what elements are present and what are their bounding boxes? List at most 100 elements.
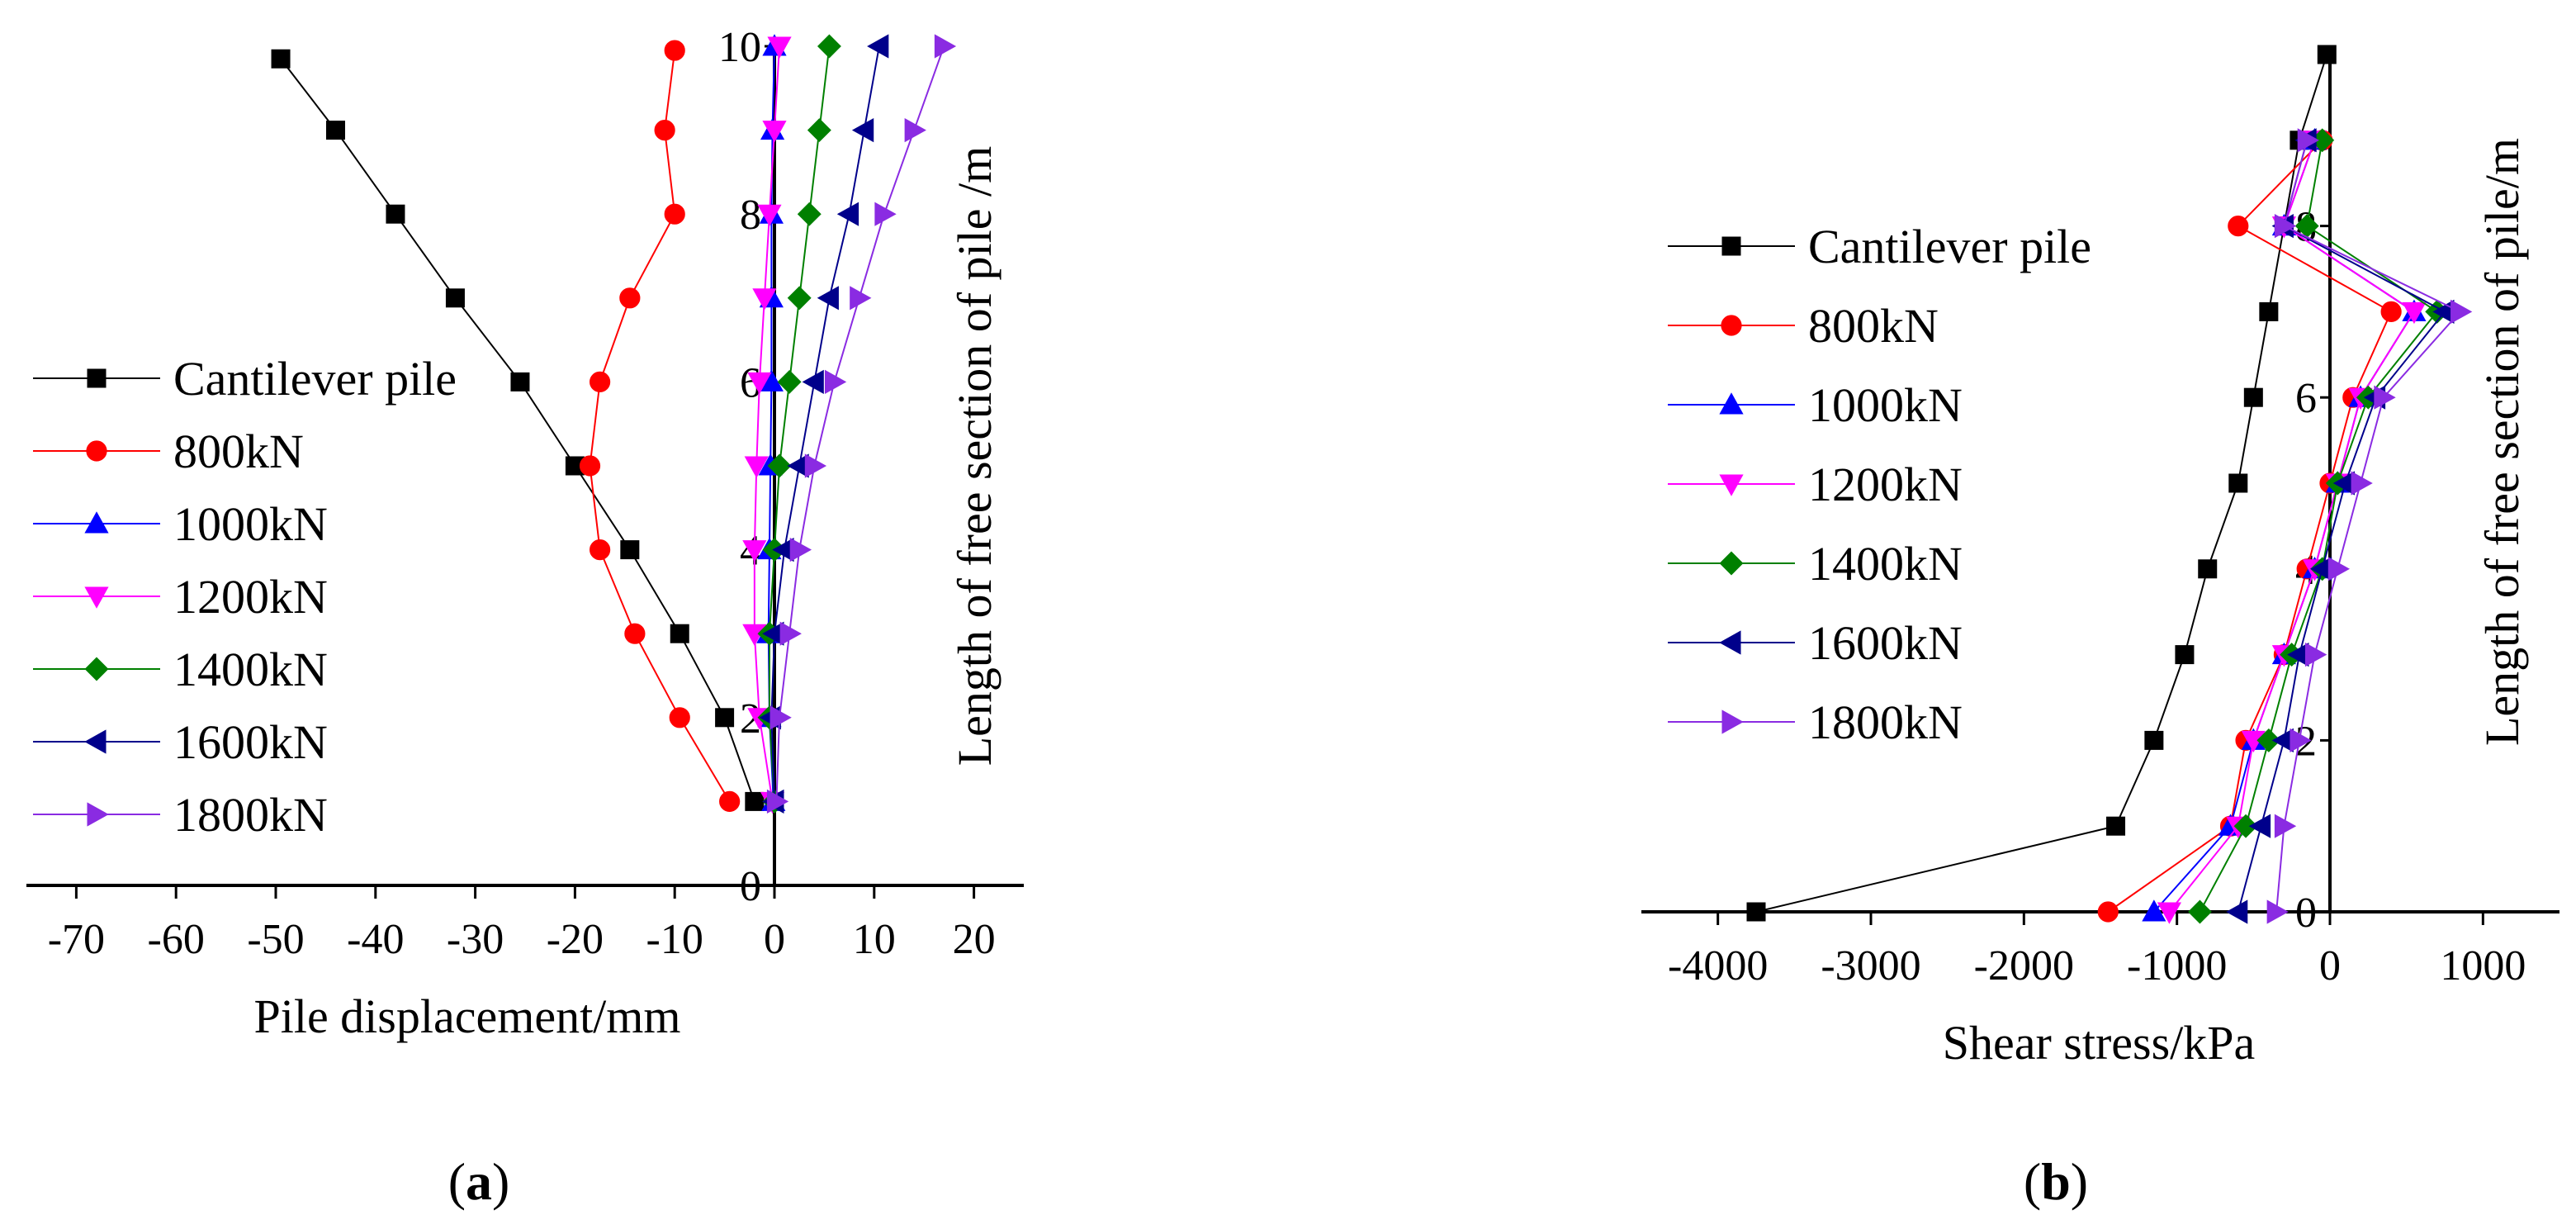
panel-a-label: (a) [448,1152,510,1211]
legend-marker [86,440,107,462]
data-point [1746,902,1766,922]
chart-a: -70-60-50-40-30-20-10010200246810Cantile… [26,24,1024,1043]
series-line [589,50,731,802]
legend-label: 1000kN [1808,378,1963,432]
data-point [715,708,735,728]
x-tick-label: -10 [646,916,703,963]
panel-b-close: ) [2071,1152,2088,1211]
x-tick-label: -4000 [1668,942,1768,989]
legend-marker [1719,392,1744,415]
data-point [817,34,841,59]
x-axis-title: Pile displacement/mm [253,989,680,1043]
x-tick-label: 10 [853,916,896,963]
data-point [789,538,812,562]
y-tick-label: 0 [2295,890,2317,937]
data-point [2226,899,2248,924]
legend-label: 800kN [173,425,304,478]
data-point [2304,643,2327,667]
series-800kn [579,40,741,813]
data-point [2142,899,2166,922]
data-point [787,286,812,311]
data-point [271,49,291,69]
series-1800kn [766,34,957,814]
data-point [590,539,611,561]
legend-label: Cantilever pile [1808,220,2091,273]
data-point [664,203,685,225]
data-point [2233,814,2258,838]
data-point [804,453,827,478]
legend-label: 1200kN [173,570,328,624]
data-point [2175,645,2195,665]
data-point [619,287,641,309]
legend-marker [84,657,109,681]
x-tick-label: -30 [447,916,504,963]
data-point [590,371,611,392]
data-point [2317,45,2337,64]
data-point [2144,730,2164,750]
data-point [579,455,601,477]
series-line [2237,140,2446,913]
x-axis-title: Shear stress/kPa [1943,1016,2256,1070]
data-point [719,790,741,813]
x-tick-label: 0 [764,916,785,963]
data-point [2259,301,2279,321]
data-point [2243,387,2263,407]
data-point [2157,902,2181,924]
data-point [2274,214,2297,239]
data-point [2198,559,2218,579]
legend-marker [87,368,107,388]
legend-marker [87,802,109,827]
data-point [2351,471,2373,496]
x-tick-label: -20 [547,916,604,963]
data-point [757,204,782,226]
data-point [2106,816,2126,836]
data-point [670,624,689,643]
panel-b-letter: b [2041,1152,2071,1211]
series-line [753,45,781,802]
data-point [766,789,789,814]
panel-a-close: ) [492,1152,509,1211]
y-tick-label: 0 [740,863,761,910]
x-tick-label: 0 [2319,942,2341,989]
data-point [2188,899,2212,924]
legend-label: 1800kN [173,788,328,842]
data-point [802,369,824,394]
panel-b-label: (b) [2024,1152,2088,1211]
data-point [851,118,874,143]
y-axis-title: Length of free section of pile /m [948,146,1002,766]
data-point [2327,557,2351,581]
y-tick-label: 6 [2295,375,2317,422]
data-point [2274,814,2297,838]
legend-marker [84,729,107,754]
data-point [934,34,957,59]
data-point [2266,899,2289,924]
data-point [2451,299,2473,324]
series-line [280,58,755,802]
data-point [664,40,685,61]
data-point [867,34,889,59]
data-point [2256,728,2281,752]
series-line [2168,140,2416,913]
series-1800kn [2266,128,2473,924]
legend-label: 1800kN [1808,695,1963,749]
data-point [2380,301,2402,322]
data-point [752,288,777,311]
data-point [769,705,792,730]
data-point [824,369,847,394]
legend-label: Cantilever pile [173,352,457,406]
series-line [2107,140,2393,913]
x-tick-label: -70 [48,916,105,963]
data-point [510,372,530,391]
data-point [797,202,822,226]
data-point [2228,473,2248,493]
data-point [669,707,690,728]
legend-label: 1400kN [173,643,328,696]
legend-marker [1719,551,1744,576]
x-tick-label: -2000 [1974,942,2074,989]
data-point [2097,901,2119,923]
y-axis-title: Length of free section of pile/m [2475,138,2529,746]
y-tick-label: 8 [740,192,761,239]
legend-marker [1721,315,1742,336]
